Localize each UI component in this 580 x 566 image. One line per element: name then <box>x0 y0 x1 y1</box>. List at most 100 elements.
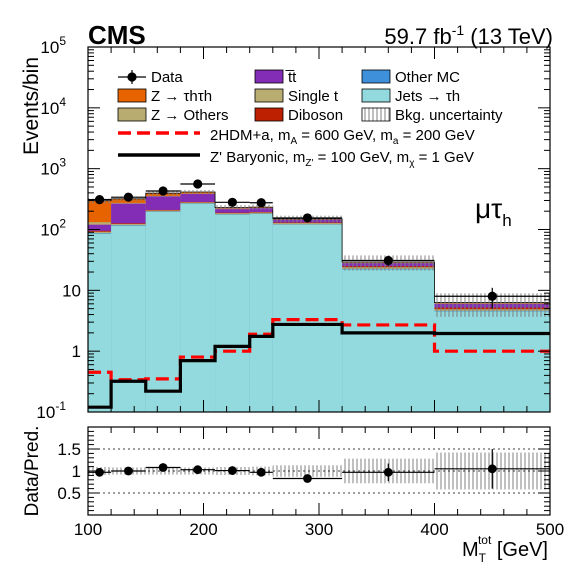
legend-label-text: Bkg. uncertainty <box>395 107 503 124</box>
legend-swatch <box>254 69 284 84</box>
y-tick-label: 104 <box>40 95 66 118</box>
legend-swatch <box>254 88 284 103</box>
y-tick-label: 102 <box>40 217 66 240</box>
legend-label-text: Other MC <box>395 69 460 86</box>
legend-label: Jets → τh <box>395 88 460 105</box>
ratio-y-tick-label: 1.5 <box>57 440 81 459</box>
legend-label-text: Z' Baryonic, m <box>210 149 305 166</box>
legend-swatch <box>361 107 391 122</box>
x-tick-label: 100 <box>74 520 102 539</box>
legend-label-text: Z → τhτh <box>151 88 212 105</box>
y-tick-label: 1 <box>72 342 81 361</box>
legend-marker <box>127 72 137 82</box>
legend-label-text: = 100 GeV, m <box>313 149 409 166</box>
data-point <box>227 197 237 207</box>
y-tick-label: 10 <box>62 281 81 300</box>
x-tick-label: 200 <box>189 520 217 539</box>
legend: Data t̅t Other MC Z → τhτh Single t Jets → τh… <box>117 69 503 169</box>
legend-label-text: Data <box>151 69 183 86</box>
channel-label: μτh <box>475 193 512 230</box>
ratio-point <box>383 467 393 477</box>
y-tick-label-base: 10 <box>40 221 59 240</box>
y-tick-label-base: 10 <box>40 99 59 118</box>
stack-bar <box>215 214 250 412</box>
main-y-axis-title: Events/bin <box>20 57 43 155</box>
ratio-points <box>88 449 550 489</box>
x-tick-label: 300 <box>305 520 333 539</box>
main-x-ticks <box>87 47 551 412</box>
y-tick-label: 10-1 <box>36 399 66 422</box>
stack-bar <box>145 211 181 412</box>
stack-bar <box>342 269 435 412</box>
legend-label-sub: A <box>290 136 297 147</box>
stack-bar <box>434 311 550 412</box>
ratio-y-tick-label: 1 <box>72 462 81 481</box>
data-point <box>302 213 313 223</box>
stack-bar <box>249 213 273 412</box>
legend-label: Z → Others <box>151 107 229 124</box>
ratio-point <box>95 467 104 477</box>
ratio-band-bin <box>272 465 343 477</box>
legend-label-text: Jets → τh <box>395 88 460 105</box>
luminosity-label: 59.7 fb-1 (13 TeV) <box>384 22 553 49</box>
x-axis-title-sub: T <box>479 551 487 565</box>
legend-swatch <box>117 107 147 122</box>
x-axis-title-sup: tot <box>478 533 492 547</box>
legend-swatch <box>254 107 284 122</box>
legend-label-sub: a <box>393 136 399 147</box>
signal-curves <box>88 318 550 409</box>
ratio-point <box>303 474 312 483</box>
legend-label: Other MC <box>395 69 460 86</box>
ratio-point <box>124 466 133 476</box>
x-tick-label: 500 <box>536 520 564 539</box>
x-axis-title-main: M <box>462 539 479 561</box>
stack-bar <box>180 203 216 412</box>
legend-label: Diboson <box>288 107 343 124</box>
legend-label-text: Z → Others <box>151 107 229 124</box>
experiment-label: CMS <box>88 20 146 50</box>
ratio-point <box>227 466 237 475</box>
legend-label-text: Single t <box>288 88 339 105</box>
ratio-y-axis: 0.5 1 1.5 <box>57 430 550 512</box>
legend-label-text: = 200 GeV <box>398 127 474 144</box>
y-tick-label-exponent: 4 <box>59 95 66 109</box>
luminosity-exponent: -1 <box>452 22 465 38</box>
data-point <box>487 291 497 301</box>
y-tick-label-exponent: 2 <box>59 217 66 231</box>
data-point <box>193 179 203 189</box>
legend-label-text: = 1 GeV <box>414 149 474 166</box>
y-tick-label-base: 10 <box>40 160 59 179</box>
ratio-plot: 0.5 1 1.5 100 200 300 400 500 Data/Pred. MTtot… <box>22 426 564 565</box>
luminosity-energy: (13 TeV) <box>464 24 553 49</box>
legend-label: Z' Baryonic, mZ' = 100 GeV, mχ = 1 GeV <box>210 149 474 169</box>
data-point <box>158 186 168 196</box>
ratio-point <box>256 467 266 477</box>
band-bin <box>215 205 250 210</box>
band-bin <box>180 189 216 195</box>
legend-label-sub: Z' <box>305 158 313 169</box>
data-point <box>383 255 393 266</box>
legend-label-text: Diboson <box>288 107 343 124</box>
legend-label: t̅t <box>285 69 297 86</box>
legend-label: Data <box>151 69 183 86</box>
ratio-y-tick-label: 0.5 <box>57 484 81 503</box>
y-tick-label-exponent: 3 <box>59 156 66 170</box>
legend-swatch <box>361 88 391 103</box>
legend-swatch <box>117 88 147 103</box>
ratio-x-axis: 100 200 300 400 500 <box>74 427 564 539</box>
signal-curve <box>88 318 550 382</box>
y-tick-label: 105 <box>40 34 66 57</box>
y-tick-label-exponent: 5 <box>59 34 66 48</box>
x-tick-label: 400 <box>420 520 448 539</box>
x-axis-title: MTtot [GeV] <box>462 533 548 565</box>
ratio-point <box>193 465 203 475</box>
legend-label-sub: χ <box>409 158 415 169</box>
channel-mu-tau: μτ <box>475 193 502 224</box>
y-tick-label-base: 10 <box>36 403 55 422</box>
legend-label: 2HDM+a, mA = 600 GeV, ma = 200 GeV <box>210 127 475 147</box>
ratio-y-axis-title: Data/Pred. <box>22 426 43 517</box>
y-tick-label: 103 <box>40 156 66 179</box>
legend-label-text: = 600 GeV, m <box>297 127 393 144</box>
